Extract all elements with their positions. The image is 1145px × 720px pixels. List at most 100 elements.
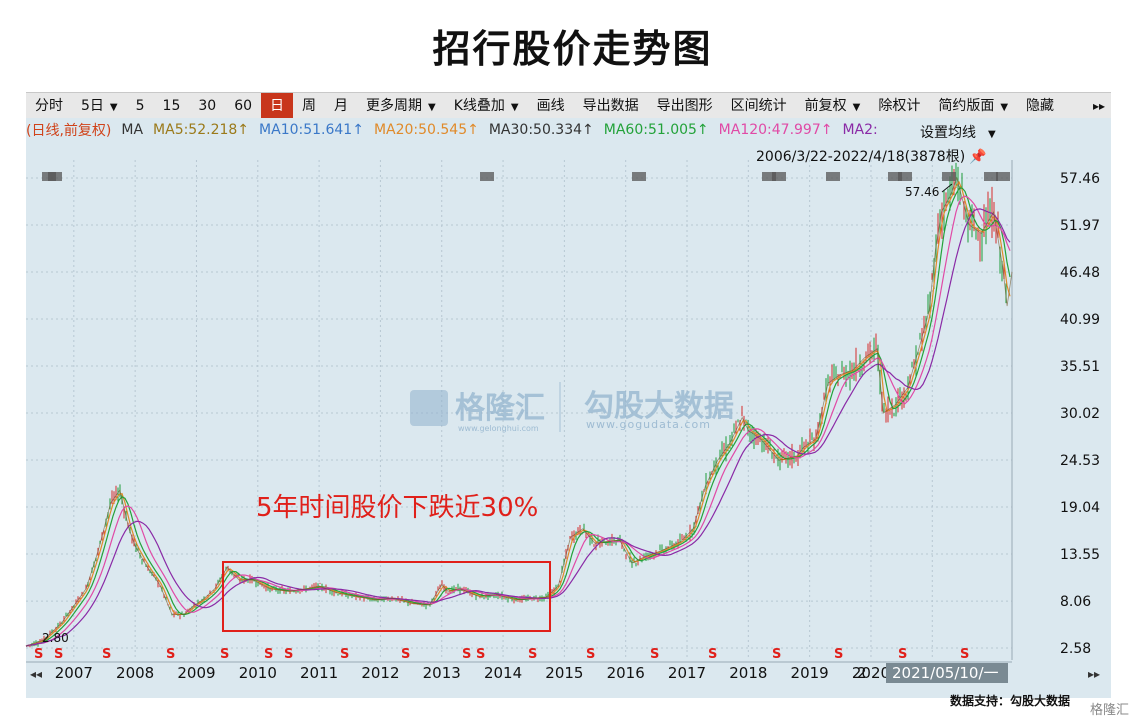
range-label: 2006/3/22-2022/4/18(3878根) [756, 149, 966, 165]
x-tick-label: 2019 [791, 664, 829, 682]
y-tick-label: 57.46 [1060, 171, 1100, 187]
toolbar-item-label: 区间统计 [730, 98, 787, 114]
double-chevron-right-icon[interactable]: ▸▸ [1092, 99, 1105, 113]
toolbar-item-label: 30 [198, 98, 217, 114]
x-tick-label: 2009 [177, 664, 215, 682]
toolbar-item-label: 分时 [35, 98, 63, 114]
toolbar-item[interactable]: 导出数据 [574, 93, 648, 119]
event-marker [984, 172, 998, 181]
toolbar-item[interactable]: 前复权 ▼ [796, 93, 870, 119]
y-tick-label: 19.04 [1060, 500, 1100, 516]
event-marker [772, 172, 786, 181]
y-tick-label: 2.58 [1060, 641, 1091, 657]
toolbar-item[interactable]: 60 [225, 93, 261, 119]
ma250-line [25, 208, 1011, 647]
toolbar-item[interactable]: 导出图形 [648, 93, 722, 119]
toolbar-item-label: 简约版面 [938, 98, 995, 114]
ma-settings-dropdown[interactable]: 设置均线 ▼ [920, 122, 996, 142]
event-marker [762, 172, 776, 181]
chevron-down-icon: ▼ [988, 129, 996, 140]
toolbar-item[interactable]: 周 [293, 93, 325, 119]
x-tick-label: 2017 [668, 664, 706, 682]
dividend-marker: S [340, 647, 349, 662]
toolbar-item[interactable]: 画线 [528, 93, 574, 119]
ma-legend-item: MA2: [842, 122, 878, 138]
x-tick-label: 2 [857, 664, 867, 682]
y-tick-label: 8.06 [1060, 594, 1091, 610]
dividend-marker: S [54, 647, 63, 662]
x-tick-label: 2018 [729, 664, 767, 682]
event-marker [888, 172, 902, 181]
ma-legend-item: MA5:52.218↑ [153, 122, 250, 138]
scroll-right-icon[interactable]: ▸▸ [1088, 667, 1100, 681]
event-marker [632, 172, 646, 181]
y-tick-label: 13.55 [1060, 547, 1100, 563]
dividend-marker: S [476, 647, 485, 662]
toolbar-item[interactable]: 区间统计 [722, 93, 796, 119]
toolbar-item[interactable]: 日 [261, 93, 294, 119]
x-tick-label: 2012 [361, 664, 399, 682]
ma60-line [25, 187, 1011, 647]
credit-text: 数据支持：勾股大数据 [950, 694, 1071, 708]
dividend-marker: S [462, 647, 471, 662]
dividend-marker: S [102, 647, 111, 662]
toolbar-item[interactable]: 简约版面 ▼ [929, 93, 1017, 119]
toolbar-item-label: 5日 [81, 98, 104, 114]
toolbar-item-label: 5 [135, 98, 145, 114]
dividend-marker: S [264, 647, 273, 662]
ma-settings-label: 设置均线 [920, 125, 976, 141]
toolbar-item[interactable]: 更多周期 ▼ [357, 93, 445, 119]
toolbar-item[interactable]: 5 [127, 93, 154, 119]
event-marker [898, 172, 912, 181]
x-tick-label: 2015 [545, 664, 583, 682]
annotation-box [222, 561, 551, 632]
chevron-down-icon: ▼ [510, 102, 519, 113]
toolbar-item[interactable]: 月 [325, 93, 357, 119]
toolbar-item-label: 更多周期 [366, 98, 423, 114]
dividend-marker: S [528, 647, 537, 662]
annotation-text: 5年时间股价下跌近30% [256, 493, 538, 523]
y-tick-label: 40.99 [1060, 312, 1100, 328]
toolbar-item[interactable]: 30 [189, 93, 225, 119]
toolbar-item[interactable]: 5日 ▼ [72, 93, 127, 119]
y-tick-label: 24.53 [1060, 453, 1100, 469]
toolbar-item-label: 导出图形 [656, 98, 713, 114]
chevron-down-icon: ▼ [852, 102, 861, 113]
x-tick-label: 2008 [116, 664, 154, 682]
scroll-left-icon[interactable]: ◂◂ [30, 667, 42, 681]
dividend-marker: S [34, 647, 43, 662]
x-tick-label: 2014 [484, 664, 522, 682]
dividend-marker: S [960, 647, 969, 662]
watermark-brand2: 勾股大数据 [584, 389, 734, 424]
page-title: 招行股价走势图 [432, 27, 713, 71]
dividend-marker: S [586, 647, 595, 662]
toolbar-item-label: 隐藏 [1026, 98, 1055, 114]
toolbar-item[interactable]: 15 [154, 93, 190, 119]
pin-icon[interactable]: 📌 [969, 149, 987, 165]
toolbar-item-label: 画线 [536, 98, 565, 114]
toolbar-item[interactable]: 隐藏 [1017, 93, 1063, 119]
toolbar-item-label: 月 [334, 98, 349, 114]
ma-legend-item: MA30:50.334↑ [488, 122, 594, 138]
dividend-marker: S [834, 647, 843, 662]
crosshair-date-box [886, 663, 1008, 683]
toolbar-item[interactable]: 分时 [26, 93, 72, 119]
toolbar-item-label: 前复权 [804, 98, 847, 114]
range-label-container: 2006/3/22-2022/4/18(3878根) 📌 [756, 146, 987, 166]
price-line [25, 176, 1013, 647]
event-marker [826, 172, 840, 181]
toolbar-item-label: 15 [162, 98, 181, 114]
watermark-logo-icon [410, 390, 448, 426]
x-tick-label: 2010 [239, 664, 277, 682]
toolbar-item-label: 60 [234, 98, 253, 114]
chevron-down-icon: ▼ [428, 102, 436, 113]
ma-legend-prefix: (日线,前复权) [26, 123, 112, 139]
x-tick-label: 2020 [852, 664, 890, 682]
ma-legend-label: MA [121, 122, 144, 138]
toolbar-item[interactable]: 除权计 [869, 93, 929, 119]
toolbar-item[interactable]: K线叠加 ▼ [445, 93, 528, 119]
dividend-marker: S [220, 647, 229, 662]
y-tick-label: 35.51 [1060, 359, 1100, 375]
x-tick-label: 2016 [607, 664, 645, 682]
